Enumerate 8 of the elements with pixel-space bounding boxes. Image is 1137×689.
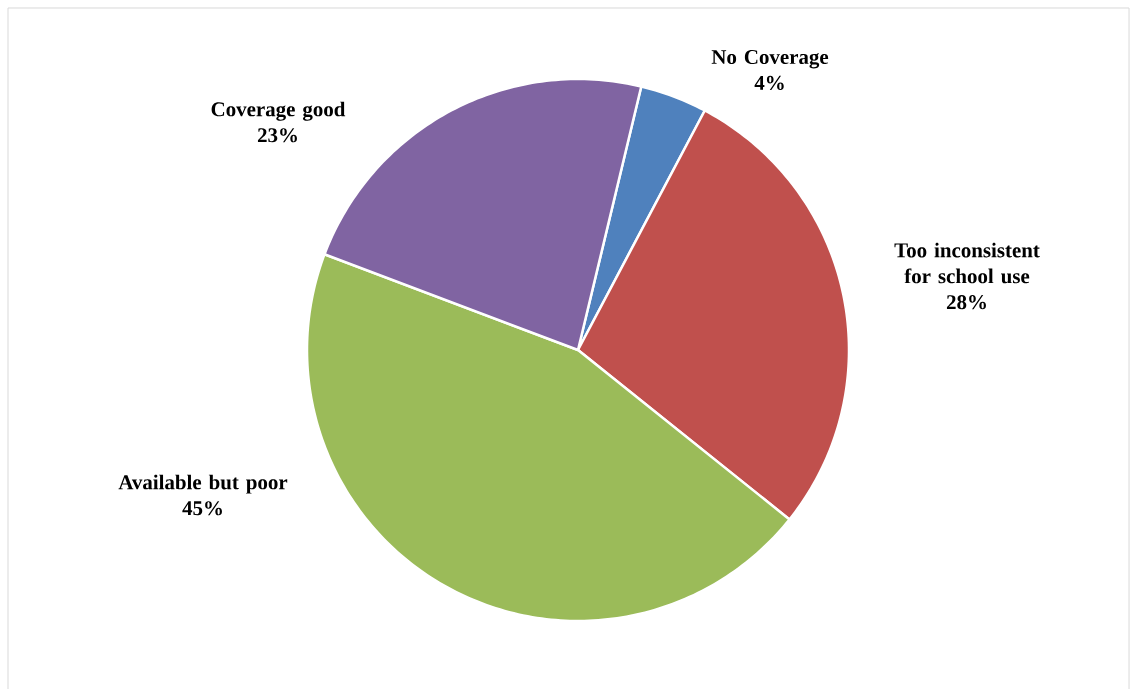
data-label: 28% [946,295,986,310]
slice-label: Too inconsistent for school use [894,242,1040,284]
data-label: 4% [754,75,784,91]
slice-label: No Coverage [711,49,829,69]
slice-label: Coverage good [211,101,346,121]
data-label: 23% [257,128,297,143]
slice-label: Available but poor [118,474,288,494]
data-label: 45% [182,501,222,516]
